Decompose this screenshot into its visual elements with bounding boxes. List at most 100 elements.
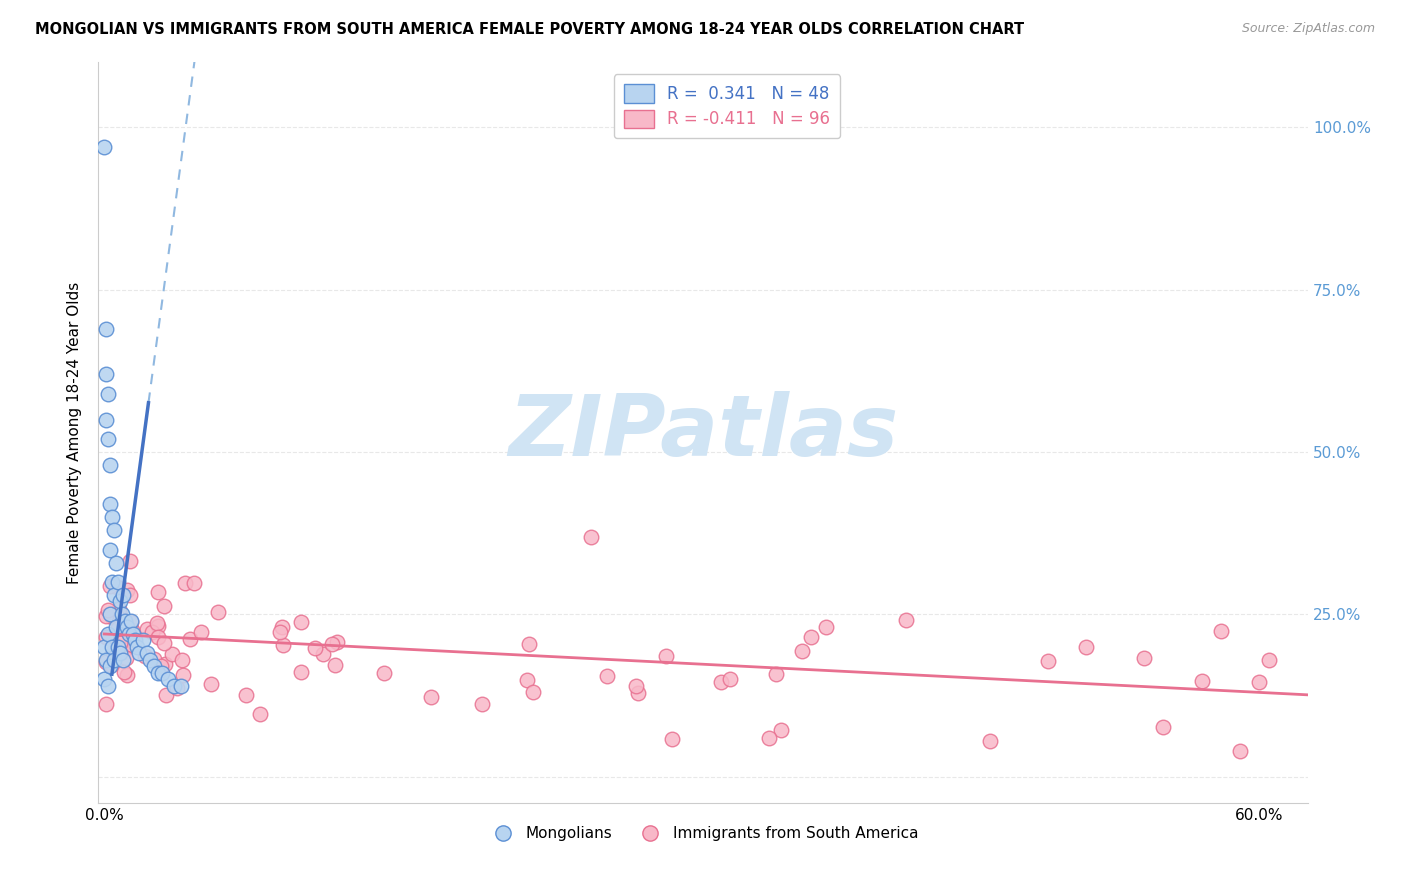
Point [117,620,139,634]
Point [321,638,343,652]
Point [290,615,312,630]
Point [200,677,222,691]
Point [108,636,131,650]
Point [1258,653,1281,667]
Point [516,673,538,688]
Point [103,588,125,602]
Y-axis label: Female Poverty Among 18-24 Year Olds: Female Poverty Among 18-24 Year Olds [67,282,83,583]
Point [800,630,823,644]
Point [146,665,169,680]
Point [98,579,121,593]
Point [1191,674,1213,689]
Point [98,542,121,557]
Point [98,497,121,511]
Point [96,697,118,711]
Point [1249,674,1271,689]
Point [101,574,124,589]
Point [124,633,146,648]
Point [172,667,194,681]
Point [125,640,148,654]
Point [94,609,117,624]
Point [271,638,294,652]
Point [143,659,166,673]
Point [134,649,156,664]
Point [98,458,121,472]
Point [121,638,143,652]
Point [118,627,141,641]
Point [249,706,271,721]
Point [97,679,120,693]
Point [323,658,346,673]
Point [97,602,120,616]
Point [207,605,229,619]
Point [94,655,117,669]
Point [156,673,179,687]
Point [790,644,813,658]
Point [97,386,120,401]
Point [718,672,741,686]
Point [107,602,129,616]
Point [758,731,780,745]
Point [419,690,441,704]
Point [101,644,124,658]
Point [108,647,131,661]
Point [661,731,683,746]
Point [770,723,793,737]
Point [765,666,787,681]
Point [471,697,494,711]
Point [160,647,183,661]
Point [115,583,138,598]
Point [146,585,169,599]
Point [190,625,212,640]
Point [519,637,541,651]
Text: Source: ZipAtlas.com: Source: ZipAtlas.com [1241,22,1375,36]
Point [93,640,115,654]
Point [131,633,153,648]
Point [179,632,201,647]
Point [596,668,619,682]
Point [103,523,125,537]
Point [146,619,169,633]
Point [581,529,603,543]
Point [290,665,312,680]
Point [97,432,120,446]
Point [143,652,166,666]
Point [155,657,177,671]
Point [183,575,205,590]
Text: MONGOLIAN VS IMMIGRANTS FROM SOUTH AMERICA FEMALE POVERTY AMONG 18-24 YEAR OLDS : MONGOLIAN VS IMMIGRANTS FROM SOUTH AMERI… [35,22,1025,37]
Point [104,556,127,570]
Point [1152,720,1174,734]
Point [326,635,349,649]
Point [135,622,157,636]
Point [107,574,129,589]
Point [627,686,650,700]
Point [94,653,117,667]
Point [235,689,257,703]
Point [94,367,117,381]
Point [304,640,326,655]
Point [269,624,291,639]
Point [1229,744,1251,758]
Point [105,610,128,624]
Point [108,647,131,661]
Point [108,607,131,622]
Point [170,653,193,667]
Point [101,640,124,654]
Text: ZIPatlas: ZIPatlas [508,391,898,475]
Point [979,734,1001,748]
Point [108,594,131,608]
Point [1036,654,1059,668]
Point [624,679,647,693]
Point [104,620,127,634]
Legend: Mongolians, Immigrants from South America: Mongolians, Immigrants from South Americ… [481,820,925,847]
Point [141,625,163,640]
Point [894,613,917,627]
Point [107,640,129,654]
Point [114,614,136,628]
Point [120,615,142,630]
Point [112,653,135,667]
Point [103,653,125,667]
Point [101,510,124,524]
Point [112,588,135,602]
Point [135,647,157,661]
